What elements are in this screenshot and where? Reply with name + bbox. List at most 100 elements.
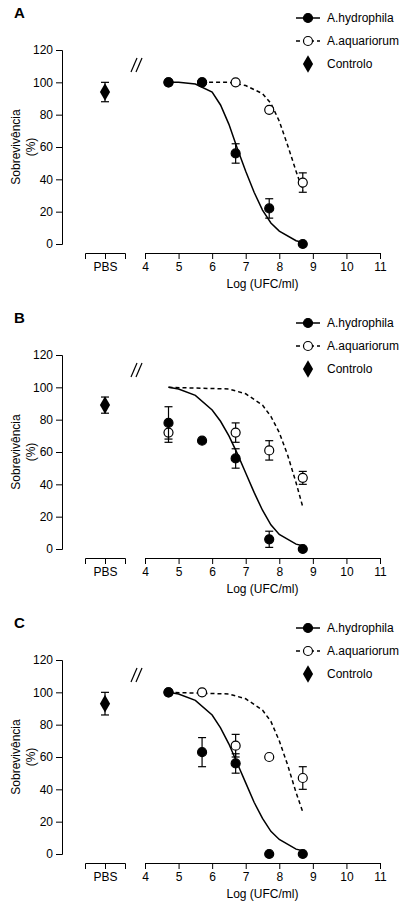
error-bar-cap xyxy=(299,471,307,472)
data-point xyxy=(198,78,207,87)
x-tick-mark xyxy=(380,863,381,869)
x-tick: 10 xyxy=(340,558,354,579)
error-bar-cap xyxy=(101,692,109,693)
legend-marker xyxy=(303,360,313,378)
category-axis-line xyxy=(86,254,126,260)
error-bar-cap xyxy=(265,531,273,532)
legend-item: Controlo xyxy=(303,665,373,683)
x-tick-label: 4 xyxy=(142,565,149,579)
y-tick: 120 xyxy=(33,348,62,362)
legend-marker xyxy=(304,319,313,328)
error-bar-cap xyxy=(232,773,240,774)
y-tick-label: 60 xyxy=(40,750,54,764)
error-bar-cap xyxy=(198,737,206,738)
x-tick: 9 xyxy=(310,253,317,274)
fit-curve xyxy=(169,692,303,850)
x-tick: 5 xyxy=(176,863,183,884)
y-tick-mark xyxy=(56,757,62,758)
y-tick: 60 xyxy=(40,750,62,764)
data-point xyxy=(298,545,307,554)
legend-item: A.aquariorum xyxy=(296,644,399,658)
error-bar xyxy=(232,144,240,163)
fit-curve xyxy=(169,82,303,242)
x-tick: 6 xyxy=(209,558,216,579)
x-tick-mark xyxy=(313,558,314,564)
axis-break xyxy=(136,668,142,682)
x-tick-mark xyxy=(346,253,347,259)
legend-marker xyxy=(303,665,313,683)
data-point xyxy=(231,428,240,437)
y-tick-mark xyxy=(56,420,62,421)
data-point xyxy=(265,753,274,762)
y-tick-label: 20 xyxy=(40,815,54,829)
axis-break xyxy=(131,58,137,72)
y-tick: 20 xyxy=(40,815,62,829)
y-tick-label: 120 xyxy=(33,43,53,57)
y-tick-mark xyxy=(56,789,62,790)
x-tick-mark xyxy=(279,253,280,259)
y-tick: 120 xyxy=(33,43,62,57)
y-axis-title: Sobrevivência xyxy=(9,719,23,795)
y-tick-label: 80 xyxy=(40,413,54,427)
error-bar-cap xyxy=(198,766,206,767)
y-axis-title: (%) xyxy=(24,748,38,767)
panel: A020406080100120Sobrevivência(%)PBS45678… xyxy=(9,4,399,291)
x-tick-mark xyxy=(380,253,381,259)
x-tick-label: 10 xyxy=(340,565,354,579)
x-tick-label: 6 xyxy=(209,870,216,884)
legend-label: Controlo xyxy=(327,362,373,376)
legend-item: A.aquariorum xyxy=(296,339,399,353)
x-axis: 4567891011 xyxy=(142,558,387,579)
x-tick: 6 xyxy=(209,253,216,274)
data-point xyxy=(100,83,110,101)
category-tick-label: PBS xyxy=(93,260,117,274)
category-tick-mark xyxy=(105,558,106,564)
category-axis: PBS xyxy=(86,253,126,274)
legend: A.hydrophila A.aquariorum Controlo xyxy=(296,316,399,378)
legend-marker xyxy=(303,55,313,73)
x-tick-mark xyxy=(246,558,247,564)
y-axis-title: (%) xyxy=(24,443,38,462)
x-tick-mark xyxy=(179,863,180,869)
error-bar xyxy=(299,173,307,192)
legend-item: Controlo xyxy=(303,360,373,378)
x-tick: 8 xyxy=(276,253,283,274)
axis-break xyxy=(131,363,137,377)
error-bar xyxy=(265,441,273,460)
fit-curve xyxy=(169,692,303,812)
data-point xyxy=(298,473,307,482)
x-tick: 7 xyxy=(243,863,250,884)
error-bar-cap xyxy=(232,468,240,469)
category-axis: PBS xyxy=(86,558,126,579)
panel: C020406080100120Sobrevivência(%)PBS45678… xyxy=(9,614,399,901)
panel-title: B xyxy=(14,309,25,326)
x-axis-title: Log (UFC/ml) xyxy=(226,582,298,596)
y-tick-label: 120 xyxy=(33,653,53,667)
x-tick-mark xyxy=(246,253,247,259)
category-tick-mark xyxy=(105,253,106,259)
data-point xyxy=(164,78,173,87)
x-tick-label: 11 xyxy=(374,565,387,579)
data-point xyxy=(265,446,274,455)
error-bar xyxy=(232,449,240,468)
x-tick-mark xyxy=(313,253,314,259)
x-tick-label: 10 xyxy=(340,870,354,884)
figure: A020406080100120Sobrevivência(%)PBS45678… xyxy=(0,0,411,914)
y-tick-label: 60 xyxy=(40,445,54,459)
data-point xyxy=(298,850,307,859)
x-tick-label: 9 xyxy=(310,870,317,884)
error-bar xyxy=(299,471,307,484)
error-bar-cap xyxy=(265,459,273,460)
category-tick: PBS xyxy=(93,253,117,274)
y-tick-mark xyxy=(56,147,62,148)
legend-label: A.hydrophila xyxy=(327,316,394,330)
y-tick-label: 40 xyxy=(40,173,54,187)
y-tick: 80 xyxy=(40,718,62,732)
error-bar-cap xyxy=(299,172,307,173)
x-tick-mark xyxy=(279,863,280,869)
x-tick-mark xyxy=(179,253,180,259)
plot-area xyxy=(100,688,307,859)
error-bar-cap xyxy=(101,82,109,83)
y-tick-mark xyxy=(56,179,62,180)
error-bar xyxy=(198,738,206,767)
